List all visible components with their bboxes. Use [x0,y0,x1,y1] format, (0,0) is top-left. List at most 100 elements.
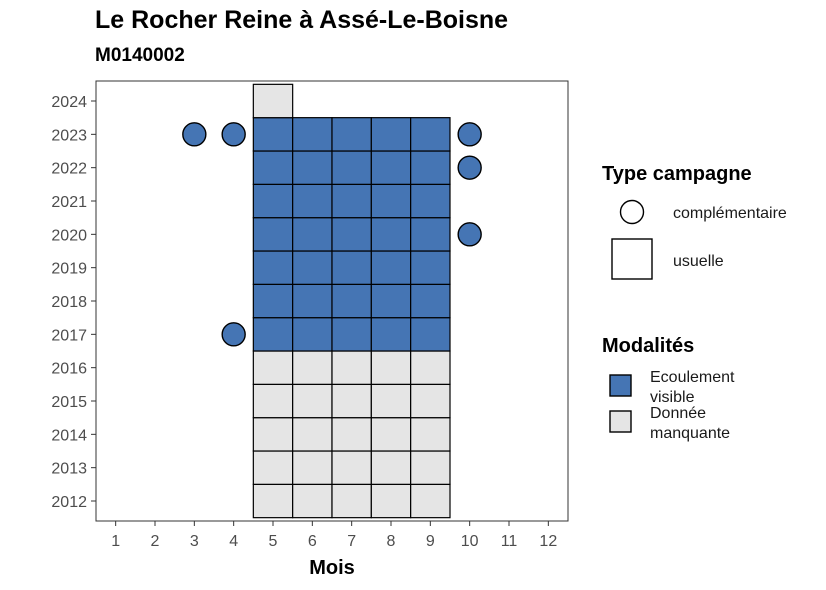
tile-2018-8 [370,283,412,319]
x-tick-label: 9 [426,533,435,550]
x-tick-label: 6 [308,533,317,550]
tile-2012-6 [292,483,333,519]
tile-2016-7 [331,350,372,385]
tile-2022-8 [370,150,412,185]
tile-2016-8 [370,350,412,385]
tile-2023-8 [370,117,412,152]
legend-title-type-campagne: Type campagne [602,163,752,185]
y-axis: 2012 2013 2014 2015 2016 2017 2018 2019 2020 2021… [51,94,96,511]
tile-2021-7 [331,183,372,219]
y-tick-label: 2020 [51,227,87,244]
x-tick-label: 3 [190,533,199,550]
tile-2017-7 [331,317,372,352]
x-tick-label: 2 [151,533,160,550]
tile-2023-9 [410,117,451,152]
point-2022-10 [457,155,482,180]
x-tick-label: 7 [347,533,356,550]
x-tick-label: 5 [269,533,278,550]
y-tick-label: 2017 [51,327,87,344]
tile-2015-9 [410,383,451,419]
tile-2019-8 [370,250,412,285]
tile-2013-8 [370,450,412,485]
point-2023-4 [221,122,246,147]
tile-2021-9 [410,183,451,219]
x-tick-label: 11 [501,533,518,550]
legend-key-ecoulement-visible [609,374,632,397]
legend: Type campagne complémentaire usuelle Modali… [602,163,787,442]
tile-2023-7 [331,117,372,152]
legend-key-circle [619,199,645,225]
legend-label-usuelle: usuelle [673,253,724,270]
x-tick-label: 12 [539,533,557,550]
legend-label-ecoulement-visible: Ecoulement visible [650,369,735,406]
y-tick-label: 2022 [51,161,87,178]
tile-2022-6 [292,150,333,185]
tile-2018-5 [252,283,294,319]
tile-2019-7 [331,250,372,285]
y-tick-label: 2016 [51,361,87,378]
tile-2012-5 [252,483,294,519]
y-tick-label: 2015 [51,394,87,411]
tile-2015-7 [331,383,372,419]
tile-2014-9 [410,417,451,452]
y-tick-label: 2021 [51,194,87,211]
tile-2020-6 [292,217,333,252]
tile-2014-7 [331,417,372,452]
tile-2024-5 [252,83,294,119]
tile-2016-5 [252,350,294,385]
tile-2020-9 [410,217,451,252]
tile-2016-6 [292,350,333,385]
tile-2012-8 [370,483,412,519]
tile-2021-8 [370,183,412,219]
tile-2017-5 [252,317,294,352]
tile-2019-9 [410,250,451,285]
y-tick-label: 2018 [51,294,87,311]
y-tick-label: 2019 [51,261,87,278]
y-tick-label: 2013 [51,461,87,478]
point-2020-10 [457,222,482,247]
tile-2014-5 [252,417,294,452]
tile-2012-9 [410,483,451,519]
tile-2015-8 [370,383,412,419]
tile-2021-5 [252,183,294,219]
y-tick-label: 2024 [51,94,87,111]
legend-key-square [611,238,653,280]
usuelle-tiles [252,83,451,519]
tile-2017-8 [370,317,412,352]
tile-2013-9 [410,450,451,485]
tile-2016-9 [410,350,451,385]
x-tick-label: 1 [111,533,120,550]
tile-2023-5 [252,117,294,152]
tile-2015-6 [292,383,333,419]
tile-2018-6 [292,283,333,319]
y-tick-label: 2012 [51,494,87,511]
tile-2018-9 [410,283,451,319]
x-tick-label: 4 [229,533,238,550]
tile-2020-7 [331,217,372,252]
tile-2013-6 [292,450,333,485]
tile-2013-7 [331,450,372,485]
tile-2023-6 [292,117,333,152]
tile-2022-9 [410,150,451,185]
tile-2020-5 [252,217,294,252]
tile-2019-5 [252,250,294,285]
tile-2019-6 [292,250,333,285]
x-axis: 1 2 3 4 5 6 7 8 9 10 11 12 [111,521,557,550]
legend-label-donnee-manquante: Donnée manquante [650,405,730,442]
legend-label-complementaire: complémentaire [673,205,787,222]
tile-2013-5 [252,450,294,485]
tile-2020-8 [370,217,412,252]
tile-2015-5 [252,383,294,419]
tile-2021-6 [292,183,333,219]
tile-2017-9 [410,317,451,352]
point-2023-3 [182,122,207,147]
tile-2022-5 [252,150,294,185]
legend-key-donnee-manquante [609,410,632,433]
point-2023-10 [457,122,482,147]
tile-2014-8 [370,417,412,452]
tile-2012-7 [331,483,372,519]
chart-subtitle: M0140002 [95,45,185,66]
chart-title: Le Rocher Reine à Assé-Le-Boisne [95,6,509,34]
tile-2014-6 [292,417,333,452]
